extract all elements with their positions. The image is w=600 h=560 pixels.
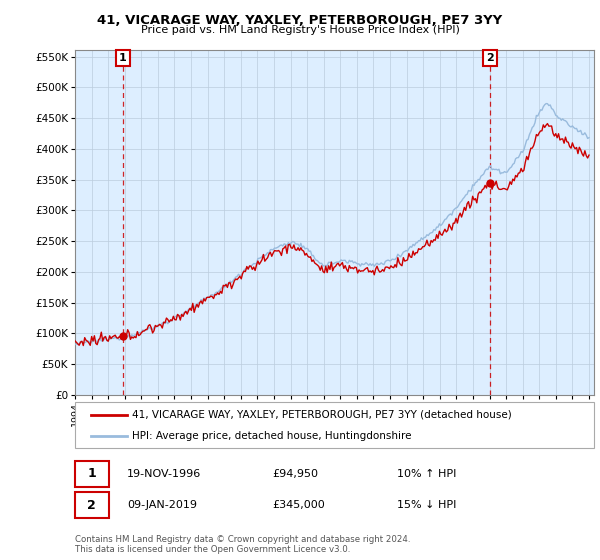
Bar bbox=[75, 492, 109, 518]
Text: 41, VICARAGE WAY, YAXLEY, PETERBOROUGH, PE7 3YY (detached house): 41, VICARAGE WAY, YAXLEY, PETERBOROUGH, … bbox=[132, 410, 512, 420]
Text: HPI: Average price, detached house, Huntingdonshire: HPI: Average price, detached house, Hunt… bbox=[132, 431, 412, 441]
Text: 2: 2 bbox=[88, 498, 96, 512]
Text: 1: 1 bbox=[88, 467, 96, 480]
Text: 19-NOV-1996: 19-NOV-1996 bbox=[127, 469, 201, 479]
Text: 15% ↓ HPI: 15% ↓ HPI bbox=[397, 500, 456, 510]
Text: 10% ↑ HPI: 10% ↑ HPI bbox=[397, 469, 456, 479]
Text: £94,950: £94,950 bbox=[272, 469, 318, 479]
Text: 1: 1 bbox=[119, 53, 127, 63]
Text: Price paid vs. HM Land Registry's House Price Index (HPI): Price paid vs. HM Land Registry's House … bbox=[140, 25, 460, 35]
Text: 41, VICARAGE WAY, YAXLEY, PETERBOROUGH, PE7 3YY: 41, VICARAGE WAY, YAXLEY, PETERBOROUGH, … bbox=[97, 14, 503, 27]
Text: 2: 2 bbox=[486, 53, 494, 63]
Bar bbox=[75, 461, 109, 487]
Text: Contains HM Land Registry data © Crown copyright and database right 2024.
This d: Contains HM Land Registry data © Crown c… bbox=[75, 535, 410, 554]
Text: £345,000: £345,000 bbox=[272, 500, 325, 510]
Text: 09-JAN-2019: 09-JAN-2019 bbox=[127, 500, 197, 510]
